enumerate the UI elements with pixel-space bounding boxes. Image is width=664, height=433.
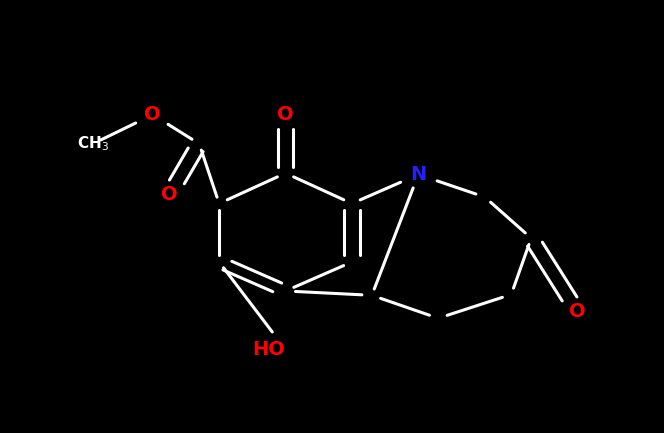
Text: O: O [569,302,586,321]
Text: O: O [144,105,161,124]
Text: O: O [277,105,294,124]
Text: HO: HO [252,340,286,359]
Text: N: N [410,165,426,184]
Text: CH$_3$: CH$_3$ [77,134,109,153]
Text: O: O [161,185,178,204]
